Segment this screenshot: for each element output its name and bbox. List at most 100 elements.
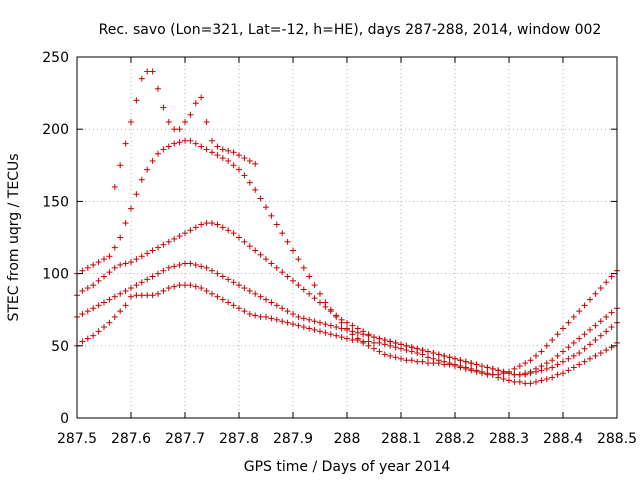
- data-point-plus: [79, 287, 86, 294]
- data-point-plus: [338, 334, 345, 341]
- data-point-plus: [252, 160, 259, 167]
- data-point-plus: [187, 111, 194, 118]
- data-point-plus: [408, 344, 415, 351]
- data-point-plus: [597, 350, 604, 357]
- data-point-plus: [192, 224, 199, 231]
- data-point-plus: [290, 311, 296, 318]
- data-point-plus: [570, 339, 577, 346]
- data-point-plus: [511, 371, 518, 378]
- data-point-plus: [603, 347, 610, 354]
- data-point-plus: [101, 273, 107, 280]
- data-point-plus: [322, 329, 329, 336]
- data-point-plus: [468, 367, 475, 374]
- data-point-plus: [462, 365, 469, 372]
- data-point-plus: [565, 367, 572, 374]
- data-point-plus: [273, 221, 280, 228]
- data-point-plus: [246, 287, 253, 294]
- data-point-plus: [576, 308, 583, 315]
- data-point-plus: [241, 155, 248, 162]
- data-point-plus: [587, 341, 593, 348]
- data-point-plus: [95, 328, 102, 335]
- data-point-plus: [90, 282, 97, 289]
- data-point-plus: [284, 273, 291, 280]
- data-point-plus: [263, 204, 269, 211]
- data-point-plus: [263, 256, 269, 263]
- data-point-plus: [144, 292, 151, 299]
- data-point-plus: [295, 282, 302, 289]
- data-point-plus: [592, 290, 599, 297]
- data-point-plus: [225, 299, 232, 306]
- data-point-plus: [311, 318, 318, 325]
- data-point-plus: [322, 321, 329, 328]
- data-point-plus: [430, 360, 437, 367]
- data-point-plus: [128, 205, 134, 212]
- data-point-plus: [592, 352, 599, 359]
- data-point-plus: [522, 370, 529, 377]
- x-tick-label: 288.5: [597, 431, 637, 447]
- data-point-plus: [171, 126, 178, 133]
- data-point-plus: [101, 299, 107, 306]
- data-point-plus: [90, 305, 97, 312]
- data-point-plus: [149, 247, 156, 254]
- data-point-plus: [138, 176, 145, 183]
- data-point-plus: [198, 94, 205, 101]
- data-point-plus: [165, 118, 172, 125]
- data-point-plus: [506, 377, 512, 384]
- data-point-plus: [522, 360, 529, 367]
- data-point-plus: [230, 230, 237, 237]
- data-point-plus: [219, 146, 226, 153]
- data-point-plus: [209, 149, 215, 156]
- data-point-plus: [138, 279, 145, 286]
- data-point-plus: [317, 319, 323, 326]
- data-point-plus: [435, 351, 442, 358]
- data-point-plus: [354, 325, 361, 332]
- data-point-plus: [290, 247, 296, 254]
- data-point-plus: [468, 360, 475, 367]
- data-point-plus: [387, 338, 394, 345]
- data-point-plus: [192, 283, 199, 290]
- data-point-plus: [273, 316, 280, 323]
- data-point-plus: [403, 342, 410, 349]
- data-point-plus: [333, 324, 340, 331]
- data-point-plus: [311, 326, 318, 333]
- data-point-plus: [554, 371, 561, 378]
- data-point-plus: [155, 270, 161, 277]
- data-point-plus: [365, 342, 372, 349]
- data-point-plus: [252, 247, 259, 254]
- data-point-plus: [219, 224, 226, 231]
- data-point-plus: [236, 282, 242, 289]
- data-point-plus: [165, 143, 172, 150]
- data-point-plus: [565, 319, 572, 326]
- data-point-plus: [306, 325, 313, 332]
- data-point-plus: [592, 337, 599, 344]
- data-point-plus: [230, 302, 237, 309]
- data-point-plus: [279, 230, 286, 237]
- data-point-plus: [489, 371, 496, 378]
- data-point-plus: [241, 285, 248, 292]
- data-point-plus: [327, 306, 334, 313]
- data-point-plus: [338, 319, 345, 326]
- data-point-plus: [554, 331, 561, 338]
- data-point-plus: [381, 351, 388, 358]
- data-point-plus: [219, 155, 226, 162]
- data-point-plus: [425, 360, 431, 367]
- data-point-plus: [581, 302, 588, 309]
- data-point-plus: [117, 261, 124, 268]
- data-point-plus: [371, 345, 377, 352]
- data-point-plus: [597, 285, 604, 292]
- data-point-plus: [128, 259, 134, 266]
- data-point-plus: [257, 313, 264, 320]
- data-point-plus: [182, 260, 188, 267]
- data-point-plus: [230, 279, 237, 286]
- data-point-plus: [452, 363, 458, 370]
- data-point-plus: [187, 282, 194, 289]
- data-point-plus: [554, 352, 561, 359]
- data-point-plus: [122, 220, 129, 227]
- data-point-plus: [138, 253, 145, 260]
- data-point-plus: [230, 162, 237, 169]
- data-point-plus: [527, 368, 534, 375]
- data-point-plus: [403, 357, 410, 364]
- data-point-plus: [252, 186, 259, 193]
- data-point-plus: [149, 292, 156, 299]
